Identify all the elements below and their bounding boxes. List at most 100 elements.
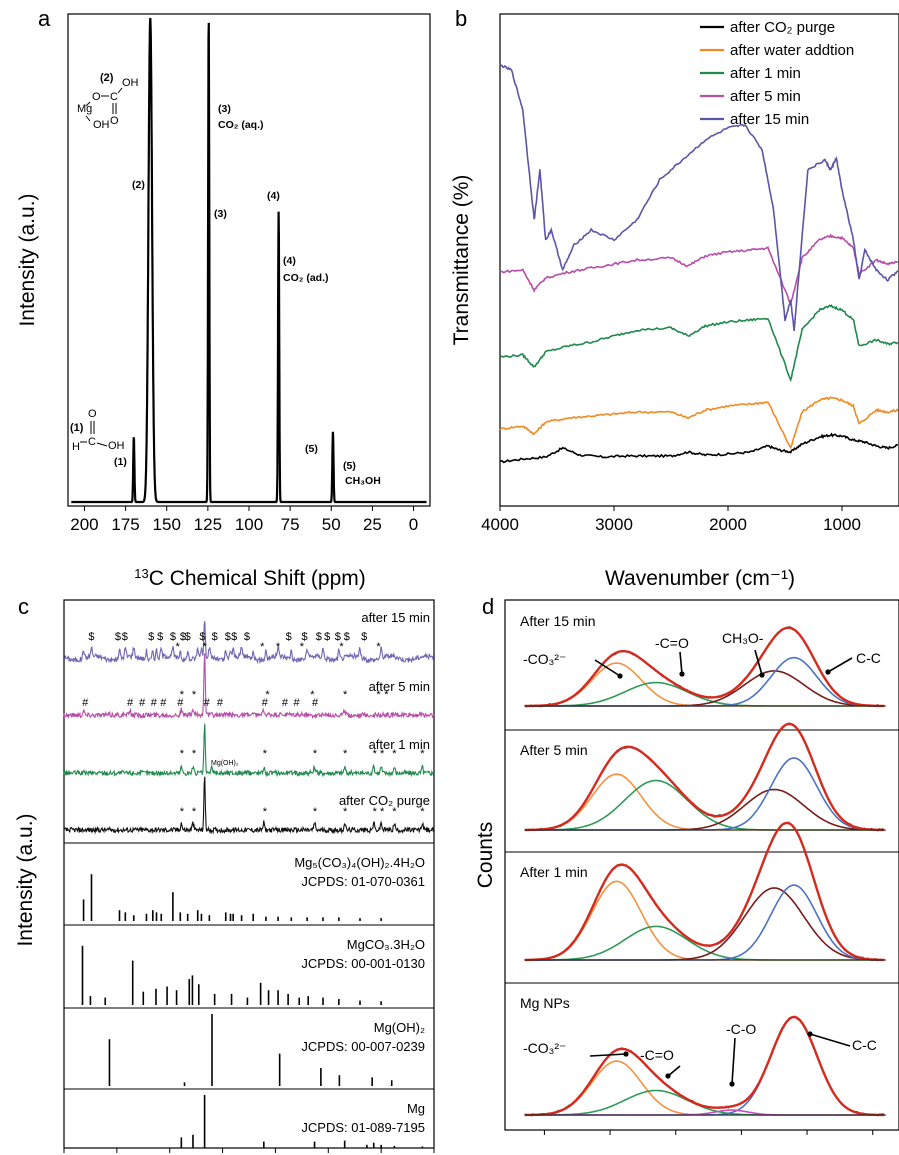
d-envelope-fit <box>525 628 885 706</box>
peak-4-name: CO₂ (ad.) <box>283 272 329 284</box>
c-trace-label: after CO₂ purge <box>339 793 430 808</box>
c-peak-marker: * <box>192 689 197 701</box>
a-xtick-label: 200 <box>70 515 98 534</box>
c-ref-card: JCPDS: 01-089-7195 <box>301 1120 425 1135</box>
panel-a-xlabel: 13C Chemical Shift (ppm) <box>134 566 366 591</box>
d-arrow <box>590 1054 626 1056</box>
panel-c-body: Mg₅(CO₃)₄(OH)₂.4H₂O JCPDS: 01-070-0361 MgC… <box>64 610 434 1153</box>
c-peak-marker: * <box>263 748 268 760</box>
d-component-peak <box>525 1110 885 1115</box>
d-section-label: After 15 min <box>520 613 595 629</box>
d-label-ceo-15: -C=O <box>655 635 689 651</box>
b-xtick-label: 1000 <box>823 515 861 534</box>
panel-c-ylabel: Intensity (a.u.) <box>14 813 37 946</box>
c-peak-marker: * <box>380 748 385 760</box>
a-xtick-label: 125 <box>194 515 222 534</box>
c-peak-marker: * <box>343 806 348 818</box>
a-xtick-label: 50 <box>322 515 341 534</box>
c-peak-marker: $ <box>115 631 121 643</box>
peak-3-name: CO₂ (aq.) <box>218 119 264 131</box>
c-peak-marker: $ <box>157 631 163 643</box>
c-peak-marker: * <box>180 689 185 701</box>
c-peak-marker: $ <box>286 631 292 643</box>
c-ref-card: JCPDS: 01-070-0361 <box>301 874 425 889</box>
d-arrow <box>732 1038 735 1084</box>
struct-2-o: O <box>92 91 101 103</box>
d-section-label: Mg NPs <box>520 995 570 1011</box>
panel-a-ylabel: Intensity (a.u.) <box>16 193 39 326</box>
c-peak-marker: # <box>127 697 134 709</box>
panel-b-legend: after CO₂ purgeafter water addtionafter … <box>700 19 854 128</box>
c-peak-marker: * <box>192 748 197 760</box>
peak-1-label: (1) <box>114 456 127 468</box>
b-legend-label: after 15 min <box>730 111 809 128</box>
c-peak-marker: * <box>260 641 265 653</box>
d-arrow-head <box>623 1051 628 1056</box>
c-ref-name: Mg <box>407 1101 425 1116</box>
c-peak-marker: # <box>82 697 89 709</box>
panel-a-letter: a <box>38 6 51 31</box>
c-peak-marker: * <box>202 641 207 653</box>
c-peak-marker: * <box>265 689 270 701</box>
c-peak-marker: $ <box>244 631 250 643</box>
panel-d-ylabel: Counts <box>474 822 497 889</box>
c-peak-marker: * <box>376 689 381 701</box>
c-peak-marker: * <box>310 689 315 701</box>
c-peak-marker: $ <box>185 631 191 643</box>
panel-d: d After 15 min After 5 min After 1 min Mg N… <box>474 594 899 1135</box>
c-peak-marker: # <box>294 697 301 709</box>
c-peak-marker: * <box>176 641 181 653</box>
b-series-line <box>500 64 898 331</box>
peak-3-number: (3) <box>218 103 231 115</box>
c-peak-marker: $ <box>344 631 350 643</box>
c-peak-marker: * <box>313 806 318 818</box>
c-peak-marker: # <box>139 697 146 709</box>
d-label-co3-mg: -CO₃²⁻ <box>523 1040 566 1056</box>
c-ref-name: MgCO₃.3H₂O <box>347 937 425 952</box>
d-envelope-fit <box>525 1017 885 1115</box>
b-series-line <box>500 434 898 462</box>
d-component-peak <box>525 758 885 830</box>
peak-5-number: (5) <box>343 460 356 472</box>
c-peak-marker: $ <box>122 631 128 643</box>
d-label-co3-15: -CO₃²⁻ <box>523 651 566 667</box>
b-series-line <box>500 397 898 447</box>
b-legend-label: after 5 min <box>730 88 801 105</box>
c-peak-marker: # <box>282 697 289 709</box>
c-peak-marker: $ <box>212 631 218 643</box>
c-peak-marker: $ <box>231 631 237 643</box>
d-section-label: After 1 min <box>520 864 588 880</box>
struct-2-mg: Mg <box>77 103 92 115</box>
d-component-peak <box>525 1091 885 1116</box>
panel-a-structure-2: (2) OH O C O Mg OH <box>77 72 139 131</box>
panel-b-xticks: 4000 3000 2000 1000 <box>481 506 861 534</box>
c-ref-card: JCPDS: 00-001-0130 <box>301 956 425 971</box>
c-peak-marker: * <box>376 641 381 653</box>
c-peak-marker: # <box>160 697 167 709</box>
c-peak-marker: $ <box>316 631 322 643</box>
c-peak-marker: * <box>192 806 197 818</box>
b-xtick-label: 4000 <box>481 515 519 534</box>
peak-5-name: CH₃OH <box>345 475 381 487</box>
struct-2-number: (2) <box>100 72 114 84</box>
b-xtick-label: 3000 <box>595 515 633 534</box>
struct-2-oh-top: OH <box>122 77 139 89</box>
a-xtick-label: 25 <box>363 515 382 534</box>
c-peak-marker: * <box>339 641 344 653</box>
b-xtick-label: 2000 <box>709 515 747 534</box>
c-peak-marker: $ <box>88 631 94 643</box>
d-label-cc-mg: C-C <box>852 1037 877 1053</box>
d-label-co-mg: -C-O <box>726 1021 756 1037</box>
panel-d-letter: d <box>482 594 494 619</box>
peak-2-label: (2) <box>132 179 145 191</box>
c-peak-marker: * <box>263 806 268 818</box>
d-component-peak <box>525 1017 885 1115</box>
d-raw-data <box>525 627 885 707</box>
a-xtick-label: 175 <box>111 515 139 534</box>
d-arrow <box>828 658 852 672</box>
c-peak-marker: * <box>343 689 348 701</box>
c-peak-marker: $ <box>361 631 367 643</box>
b-series-line <box>500 305 898 380</box>
struct-1-c: C <box>88 436 96 448</box>
panel-b-ylabel: Transmittance (%) <box>450 175 473 346</box>
